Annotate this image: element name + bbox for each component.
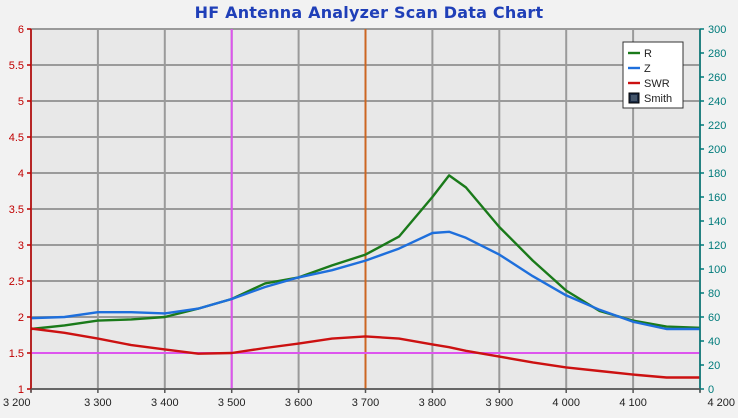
y-right-tick-label: 140 [708,216,726,228]
x-tick-label: 3 800 [419,397,447,409]
x-tick-label: 3 400 [151,397,179,409]
y-left-tick-label: 5.5 [9,60,24,72]
series-line-r [30,174,701,331]
y-right-tick-label: 0 [708,384,714,396]
y-right-tick-label: 180 [708,168,726,180]
y-right-tick-label: 260 [708,72,726,84]
series-line-z [30,230,700,331]
legend-label-smith: Smith [644,93,672,105]
legend-label-swr: SWR [644,78,670,90]
x-tick-label: 3 900 [486,397,514,409]
y-left-tick-label: 2 [18,312,24,324]
y-right-tick-label: 160 [708,192,726,204]
y-right-tick-label: 40 [708,336,720,348]
y-right-tick-label: 80 [708,288,720,300]
y-right-tick-label: 280 [708,48,726,60]
x-tick-label: 3 300 [84,397,112,409]
legend-label-z: Z [644,63,651,75]
y-right-tick-label: 20 [708,360,720,372]
x-tick-label: 3 600 [285,397,313,409]
y-left-tick-label: 4 [18,168,24,180]
y-left-tick-label: 6 [18,24,24,36]
smith-checkbox-inner [631,95,637,101]
series-line-swr [30,327,700,379]
y-right-tick-label: 240 [708,96,726,108]
legend-label-r: R [644,48,652,60]
y-left-tick-label: 5 [18,96,24,108]
y-left-tick-label: 1.5 [9,348,24,360]
x-tick-label: 3 200 [3,397,31,409]
legend: RZ SWR Smith [622,41,684,109]
y-right-tick-label: 100 [708,264,726,276]
x-tick-label: 4 100 [619,397,647,409]
x-tick-label: 4 000 [552,397,580,409]
x-tick-label: 3 500 [218,397,246,409]
y-right-tick-label: 220 [708,120,726,132]
y-left-tick-label: 2.5 [9,276,24,288]
y-right-tick-label: 60 [708,312,720,324]
y-left-tick-label: 3 [18,240,24,252]
y-right-tick-label: 200 [708,144,726,156]
y-left-tick-label: 1 [18,384,24,396]
y-left-tick-label: 4.5 [9,132,24,144]
y-right-tick-label: 300 [708,24,726,36]
x-tick-label: 3 700 [352,397,380,409]
x-tick-label: 4 200 [707,397,735,409]
y-right-tick-label: 120 [708,240,726,252]
y-left-tick-label: 3.5 [9,204,24,216]
chart-title: HF Antenna Analyzer Scan Data Chart [194,3,544,22]
